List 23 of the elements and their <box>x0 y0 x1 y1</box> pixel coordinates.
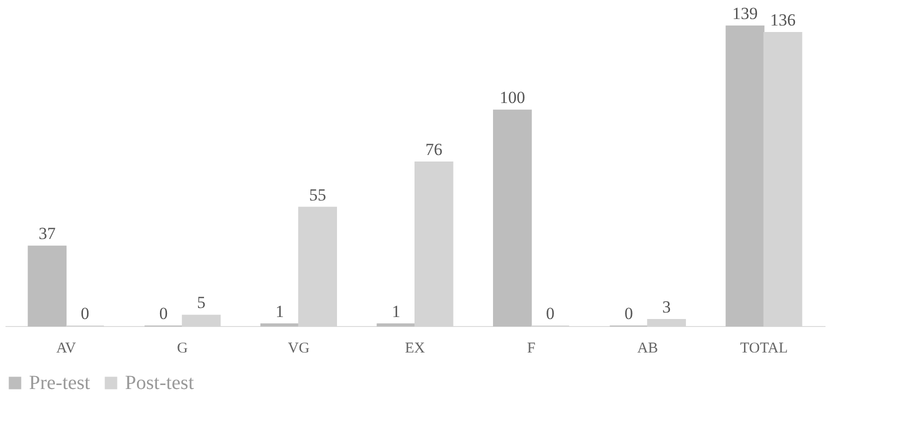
x-tick-label: TOTAL <box>740 340 788 356</box>
data-label: 100 <box>500 88 526 108</box>
x-tick-label: VG <box>288 340 310 356</box>
data-label: 37 <box>38 224 56 244</box>
data-label: 1 <box>276 302 284 321</box>
x-tick-label: F <box>527 340 536 356</box>
data-label: 3 <box>662 298 671 317</box>
data-label: 0 <box>80 304 90 323</box>
x-tick-label: AV <box>56 340 76 356</box>
legend-label: Pre-test <box>29 372 91 394</box>
data-label: 0 <box>624 304 633 323</box>
legend-label: Post-test <box>125 372 194 394</box>
data-label: 5 <box>197 293 206 312</box>
data-label: 0 <box>546 304 554 323</box>
x-tick-label: EX <box>405 340 426 356</box>
data-label: 1 <box>392 302 400 321</box>
data-label: 139 <box>732 4 758 23</box>
data-label: 0 <box>159 304 168 323</box>
x-tick-label: AB <box>637 340 658 356</box>
data-label: 55 <box>309 185 326 204</box>
data-label: 76 <box>425 140 442 159</box>
x-tick-label: G <box>176 340 188 356</box>
data-label: 136 <box>770 10 796 30</box>
